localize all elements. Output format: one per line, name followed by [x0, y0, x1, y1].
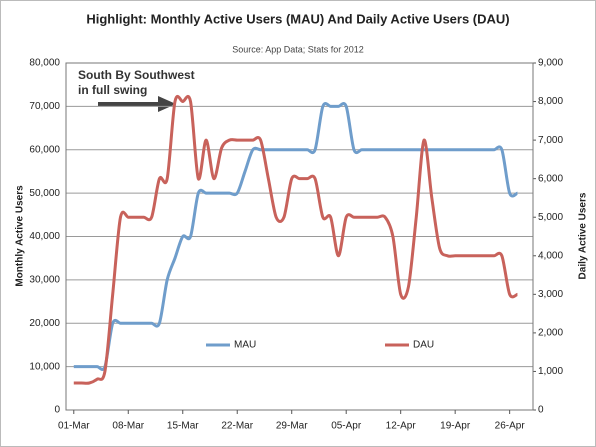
y-tick-label: 20,000	[29, 318, 60, 329]
y-tick-label: 70,000	[29, 101, 60, 112]
annotation: South By Southwest	[78, 68, 195, 82]
legend-label: MAU	[234, 340, 256, 351]
x-tick-label: 05-Apr	[331, 421, 362, 432]
y2-tick-label: 1,000	[538, 366, 563, 377]
x-tick-label: 01-Mar	[58, 421, 90, 432]
y-axis-label: Monthly Active Users	[15, 185, 26, 287]
y-tick-label: 30,000	[29, 275, 60, 286]
x-tick-label: 15-Mar	[167, 421, 199, 432]
x-tick-label: 19-Apr	[440, 421, 471, 432]
y2-tick-label: 3,000	[538, 289, 563, 300]
y2-tick-label: 8,000	[538, 96, 563, 107]
chart-title: Highlight: Monthly Active Users (MAU) An…	[86, 11, 509, 26]
y2-tick-label: 5,000	[538, 212, 563, 223]
x-tick-label: 22-Mar	[221, 421, 253, 432]
y2-tick-label: 6,000	[538, 173, 563, 184]
y-tick-label: 0	[54, 405, 60, 416]
y-tick-label: 60,000	[29, 144, 60, 155]
y-tick-label: 40,000	[29, 231, 60, 242]
y-tick-label: 50,000	[29, 188, 60, 199]
y2-tick-label: 9,000	[538, 58, 563, 69]
x-tick-label: 29-Mar	[276, 421, 308, 432]
y2-tick-label: 7,000	[538, 135, 563, 146]
data-line	[73, 94, 519, 385]
y2-tick-label: 0	[538, 405, 544, 416]
y2-axis-label: Daily Active Users	[578, 192, 589, 279]
y2-tick-label: 2,000	[538, 328, 563, 339]
y2-tick-label: 4,000	[538, 250, 563, 261]
data-line	[73, 102, 519, 371]
chart-subtitle: Source: App Data; Stats for 2012	[232, 44, 364, 54]
legend-label: DAU	[413, 340, 434, 351]
annotation-arrowhead	[158, 96, 176, 112]
x-tick-label: 12-Apr	[386, 421, 417, 432]
plot-frame	[65, 62, 534, 411]
annotation: in full swing	[78, 83, 147, 97]
x-tick-label: 08-Mar	[112, 421, 144, 432]
y-tick-label: 80,000	[29, 58, 60, 69]
y-tick-label: 10,000	[29, 361, 60, 372]
x-tick-label: 26-Apr	[495, 421, 526, 432]
